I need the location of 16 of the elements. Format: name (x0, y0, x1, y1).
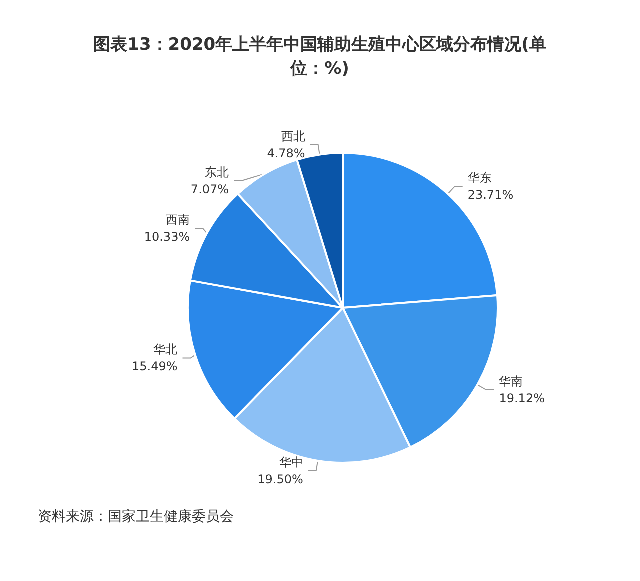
data-label: 19.50% (258, 472, 304, 486)
data-label: 19.12% (499, 391, 545, 406)
data-label: 4.78% (267, 146, 306, 160)
slice-label: 华北 (154, 342, 178, 357)
slice-label: 华东 (468, 171, 492, 186)
data-label: 10.33% (144, 230, 190, 244)
slice-label: 华南 (499, 374, 524, 388)
slice-label: 华中 (279, 455, 304, 470)
data-label: 7.07% (190, 182, 230, 196)
slice-label: 东北 (205, 165, 230, 180)
data-label: 23.71% (468, 188, 514, 202)
slice-label: 西南 (166, 213, 190, 228)
data-label: 15.49% (132, 360, 178, 374)
text: 资料来源：国家卫生健康委员会 (38, 509, 234, 525)
chart-title: 图表13：2020年上半年中国辅助生殖中心区域分布情况(单位：%) (94, 35, 546, 79)
slice-label: 西北 (281, 129, 306, 144)
